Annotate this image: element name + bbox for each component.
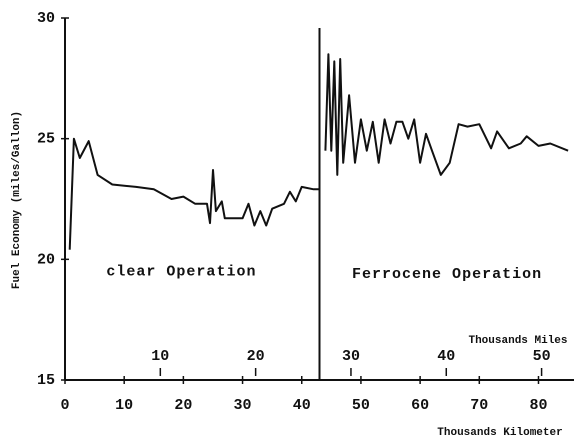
x-tick-label: 40 [293, 397, 311, 414]
x-tick-label: 0 [60, 397, 69, 414]
x2-tick-label: 10 [151, 348, 169, 365]
annotation: clear Operation [106, 263, 256, 280]
x-tick-label: 10 [115, 397, 133, 414]
y-axis-label: Fuel Economy (miles/Gallon) [11, 111, 23, 289]
x-tick-label: 60 [411, 397, 429, 414]
y-tick-label: 25 [37, 131, 55, 148]
x-tick-label: 30 [234, 397, 252, 414]
x2-axis-label: Thousands Miles [468, 335, 567, 347]
annotation: Ferrocene Operation [352, 266, 542, 283]
x-axis-label: Thousands Kilometer [437, 427, 562, 439]
x2-tick-label: 20 [247, 348, 265, 365]
y-tick-label: 15 [37, 372, 55, 389]
x2-tick-label: 40 [437, 348, 455, 365]
x-tick-label: 70 [470, 397, 488, 414]
data-line [324, 53, 569, 176]
x2-tick-label: 30 [342, 348, 360, 365]
data-line [68, 137, 320, 250]
y-tick-label: 30 [37, 10, 55, 27]
y-tick-label: 20 [37, 251, 55, 268]
x-tick-label: 80 [529, 397, 547, 414]
x2-tick-label: 50 [533, 348, 551, 365]
x-tick-label: 50 [352, 397, 370, 414]
x-tick-label: 20 [174, 397, 192, 414]
